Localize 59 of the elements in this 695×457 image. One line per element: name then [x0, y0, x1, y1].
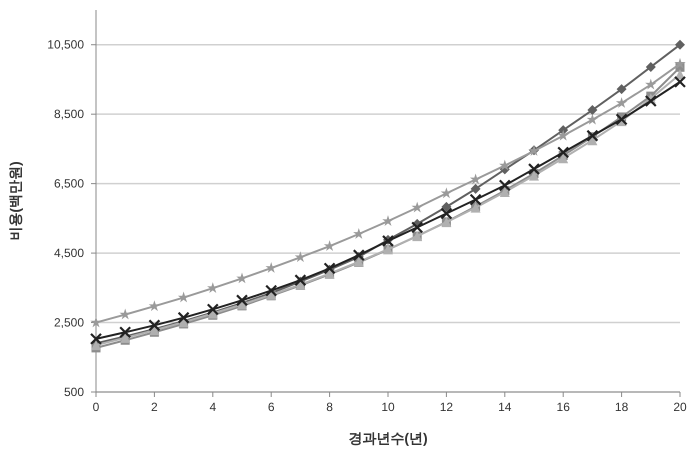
point [586, 114, 598, 125]
x-axis-title: 경과년수(년) [348, 430, 428, 446]
point [586, 130, 598, 142]
point [499, 160, 511, 170]
x-tick-label: 16 [556, 400, 570, 414]
point [294, 274, 306, 286]
x-tick-label: 6 [268, 400, 275, 414]
point [558, 153, 568, 164]
point [498, 179, 511, 192]
point [557, 146, 570, 158]
point [470, 194, 482, 206]
point [352, 249, 365, 262]
y-tick-label: 10,500 [47, 38, 84, 52]
point [674, 76, 686, 88]
point [616, 113, 628, 126]
y-tick-label: 6,500 [54, 176, 84, 191]
x-tick-label: 8 [326, 400, 334, 414]
point [645, 78, 657, 90]
point [675, 40, 685, 50]
point [440, 207, 452, 220]
y-tick-label: 2,500 [54, 316, 84, 330]
point [236, 294, 248, 306]
point [178, 312, 190, 324]
point [644, 94, 657, 108]
x-tick-label: 20 [673, 400, 687, 414]
point [441, 202, 452, 212]
x-tick-label: 4 [209, 400, 216, 414]
point [674, 58, 686, 69]
point [616, 97, 628, 108]
y-axis-title: 비용(백만원) [7, 161, 23, 241]
point [382, 215, 394, 226]
point [646, 62, 656, 72]
x-tick-label: 14 [498, 400, 512, 414]
point [324, 262, 336, 274]
point [470, 173, 482, 184]
point [206, 303, 219, 316]
x-tick-label: 12 [440, 400, 454, 414]
point [411, 221, 424, 234]
point [557, 130, 569, 141]
point [616, 84, 627, 94]
y-tick-label: 4,500 [54, 246, 84, 260]
point [265, 284, 278, 297]
x-tick-label: 10 [381, 400, 395, 414]
point [119, 326, 132, 338]
y-tick-label: 500 [64, 385, 84, 399]
point [90, 332, 102, 345]
point [470, 184, 481, 194]
x-tick-label: 0 [92, 400, 100, 414]
point [353, 228, 365, 239]
point [382, 234, 394, 248]
x-tick-label: 2 [151, 400, 158, 414]
point [528, 162, 540, 176]
point [148, 319, 160, 332]
point [440, 187, 452, 198]
point [587, 105, 598, 116]
y-tick-label: 8,500 [54, 107, 84, 122]
x-tick-label: 18 [614, 400, 629, 414]
point [411, 202, 423, 212]
point [529, 170, 539, 181]
